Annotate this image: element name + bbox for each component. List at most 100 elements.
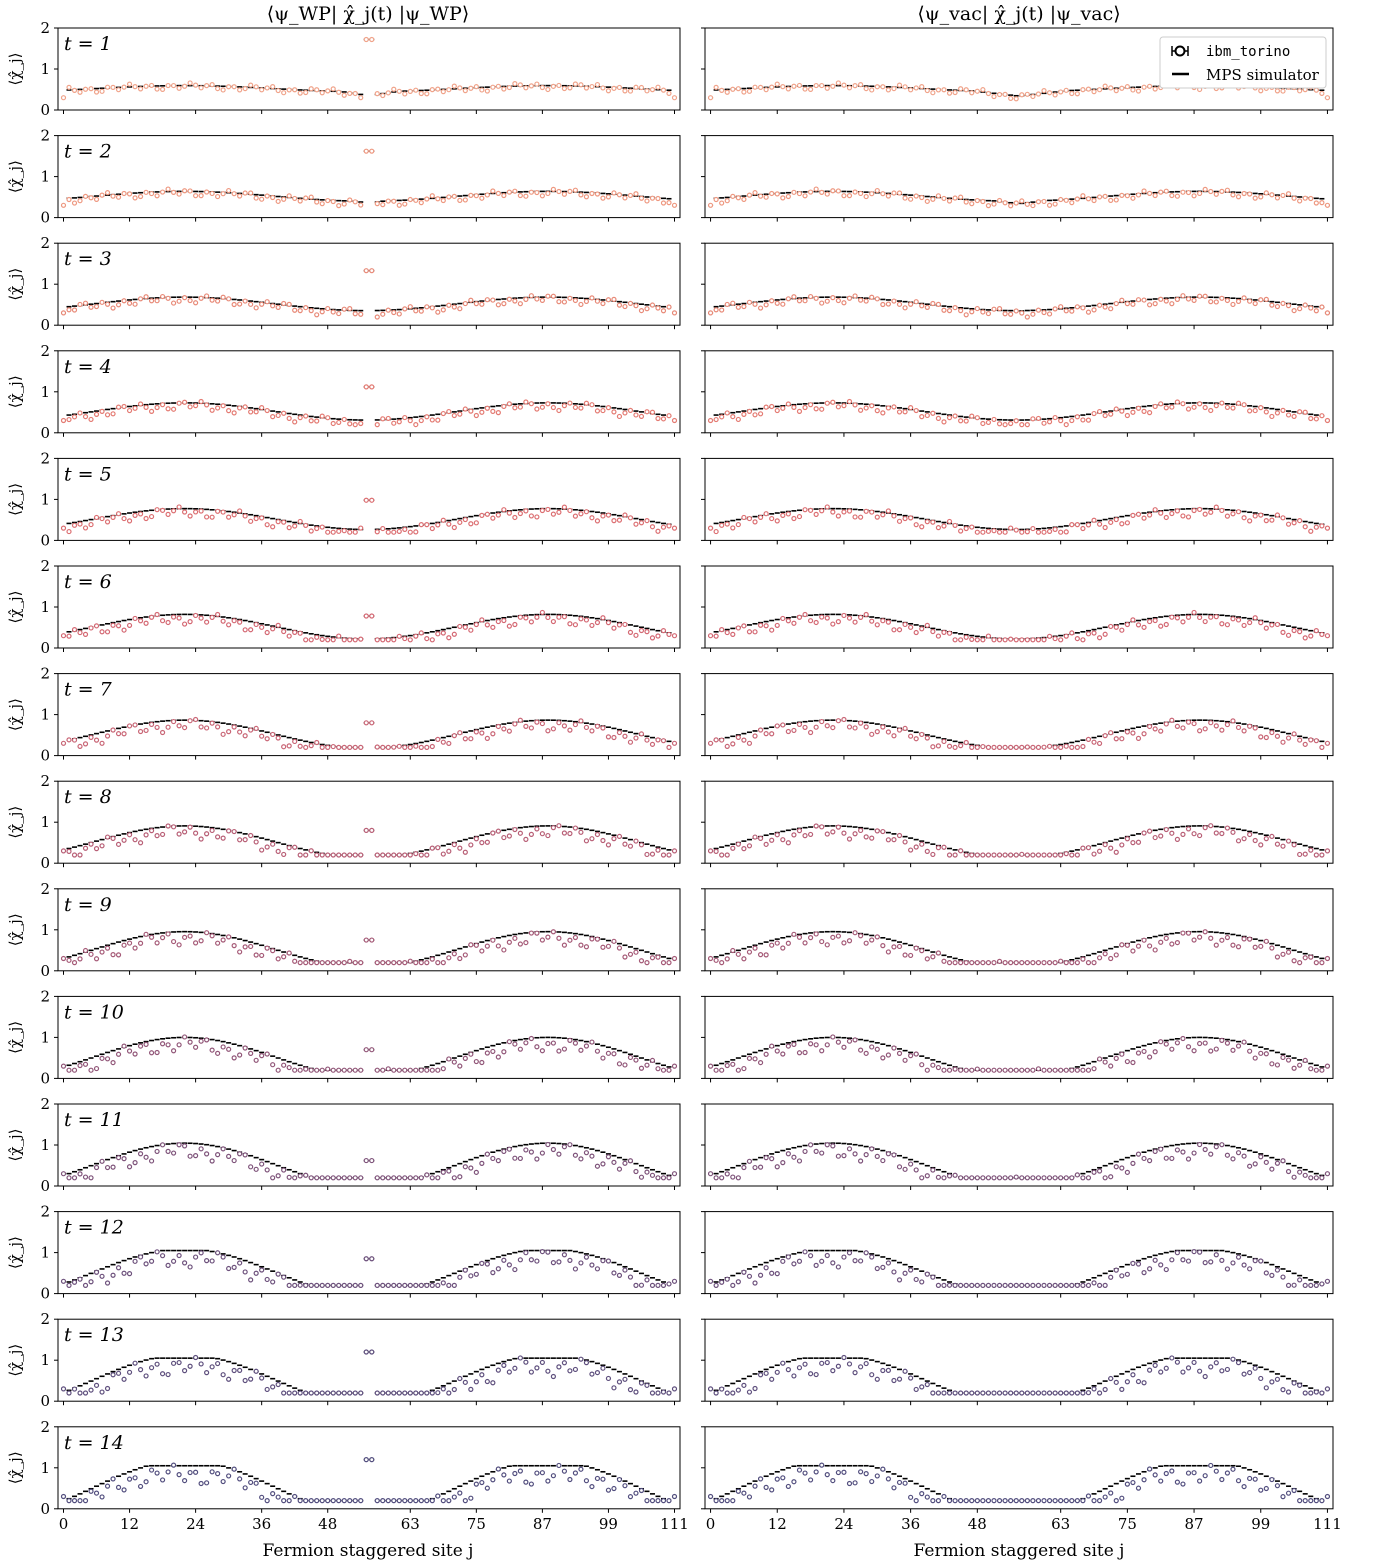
ibm-point — [451, 412, 457, 419]
ibm-point — [545, 934, 551, 940]
ibm-point — [819, 938, 825, 945]
ibm-point — [115, 623, 122, 629]
ibm-point — [1235, 838, 1242, 844]
ibm-point — [292, 307, 298, 313]
y-tick-label: 0 — [40, 854, 50, 872]
ibm-point — [148, 408, 155, 414]
ibm-point — [578, 718, 584, 724]
ibm-point — [1185, 406, 1192, 412]
ibm-point — [193, 612, 199, 619]
ibm-point — [707, 95, 714, 101]
ibm-point — [154, 940, 160, 946]
ibm-point — [1019, 198, 1025, 204]
ibm-point — [1152, 834, 1158, 841]
ibm-point — [231, 191, 237, 197]
ibm-point — [308, 959, 314, 966]
ibm-point — [594, 936, 601, 942]
ibm-point — [1063, 421, 1069, 428]
ibm-point — [363, 1047, 369, 1053]
ibm-point — [952, 637, 958, 643]
ibm-point — [93, 303, 100, 310]
ibm-point — [550, 511, 556, 517]
ibm-point — [1008, 959, 1014, 966]
ibm-point — [1041, 852, 1047, 858]
ibm-point — [468, 297, 474, 303]
ibm-point — [985, 852, 992, 858]
ibm-point — [391, 86, 397, 92]
ibm-point — [110, 952, 116, 958]
ibm-point — [369, 720, 375, 726]
ibm-point — [1041, 420, 1047, 426]
ibm-point — [858, 82, 864, 88]
ibm-point — [796, 190, 803, 197]
ibm-point — [270, 1062, 276, 1068]
ibm-point — [490, 624, 496, 630]
ibm-point — [583, 298, 590, 305]
ibm-point — [121, 84, 127, 90]
ibm-point — [985, 959, 992, 966]
ibm-point — [991, 528, 997, 534]
ibm-point — [143, 404, 149, 410]
ibm-point — [1163, 621, 1169, 628]
ibm-point — [644, 517, 650, 524]
ibm-point — [314, 1175, 320, 1181]
ibm-point — [1147, 302, 1153, 308]
ibm-point — [1080, 193, 1086, 199]
ibm-point — [82, 631, 89, 637]
ibm-point — [891, 190, 897, 196]
ibm-point — [115, 1051, 122, 1057]
ibm-point — [264, 736, 270, 742]
ibm-point — [1041, 309, 1047, 316]
ibm-point — [1235, 400, 1242, 406]
ibm-point — [402, 959, 408, 966]
ibm-point — [556, 614, 562, 620]
ibm-point — [110, 84, 116, 90]
ibm-point — [440, 630, 446, 636]
y-tick-label: 0 — [40, 639, 50, 657]
ibm-point — [110, 835, 116, 841]
ibm-point — [1280, 629, 1286, 635]
ibm-point — [385, 744, 391, 751]
ibm-point — [578, 82, 584, 88]
ibm-point — [1141, 515, 1147, 521]
y-tick-label: 1 — [40, 598, 50, 616]
ibm-point — [446, 848, 452, 854]
ibm-point — [275, 412, 281, 419]
ibm-point — [791, 83, 797, 89]
ibm-point — [352, 311, 358, 317]
ibm-point — [666, 1067, 672, 1073]
ibm-point — [796, 721, 803, 728]
ibm-point — [1035, 744, 1042, 751]
panel-time-label: t = 10 — [64, 1001, 124, 1023]
ibm-point — [644, 198, 650, 204]
ibm-point — [170, 1150, 177, 1156]
ibm-point — [707, 740, 714, 746]
ibm-point — [974, 88, 980, 94]
ibm-point — [863, 834, 869, 840]
ibm-point — [424, 522, 430, 528]
ibm-point — [446, 521, 452, 527]
ibm-point — [1102, 631, 1108, 637]
ibm-point — [824, 723, 830, 729]
ibm-point — [528, 513, 534, 519]
ibm-point — [671, 1063, 678, 1069]
ibm-point — [1141, 830, 1147, 836]
ibm-point — [1113, 1055, 1119, 1061]
ibm-point — [314, 312, 320, 318]
ibm-point — [1008, 420, 1014, 427]
ibm-point — [852, 1037, 858, 1043]
ibm-point — [1041, 637, 1047, 643]
ibm-point — [330, 743, 336, 750]
ibm-point — [391, 198, 397, 204]
ibm-point — [952, 959, 958, 966]
ibm-point — [561, 403, 568, 409]
ibm-point — [468, 1165, 474, 1171]
ibm-point — [154, 298, 160, 304]
ibm-point — [187, 1153, 193, 1159]
ibm-point — [292, 523, 298, 529]
ibm-point — [802, 940, 808, 946]
ibm-point — [451, 631, 457, 637]
ibm-point — [578, 942, 584, 948]
ibm-point — [594, 81, 601, 88]
ibm-point — [286, 633, 292, 639]
